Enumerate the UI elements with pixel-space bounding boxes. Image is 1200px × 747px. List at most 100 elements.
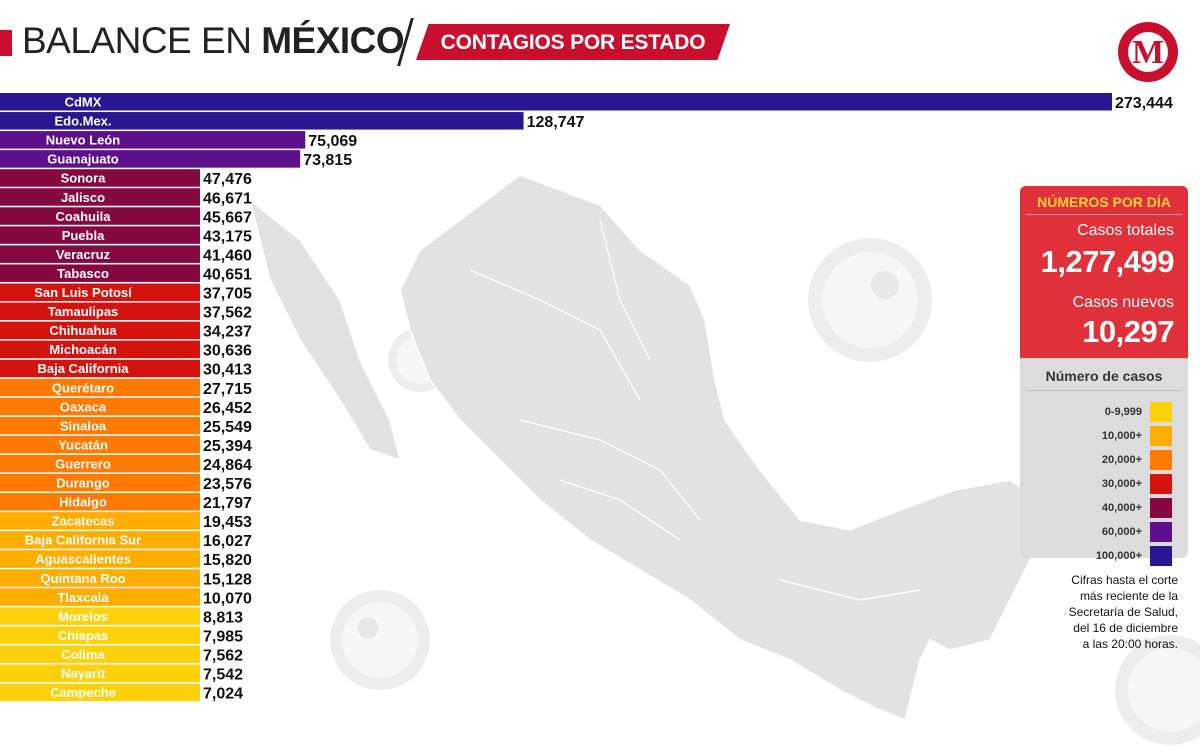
bar-value-label: 23,576: [203, 476, 252, 493]
legend-divider: [1026, 390, 1182, 391]
bar: [0, 226, 200, 244]
bar: [0, 474, 200, 492]
logo-letter: M: [1128, 32, 1168, 72]
bar: [0, 169, 200, 187]
legend-swatch: [1150, 402, 1172, 422]
legend-item-label: 0-9,999: [1104, 406, 1142, 418]
bar-category-label: Querétaro: [52, 380, 114, 395]
legend-item-label: 40,000+: [1101, 502, 1142, 514]
legend-swatch: [1150, 498, 1172, 518]
bar-category-label: Baja California: [37, 361, 129, 376]
bar-category-label: Colima: [61, 647, 105, 662]
bar-category-label: Guanajuato: [47, 152, 119, 167]
panel-heading: NÚMEROS POR DÍA: [1037, 194, 1171, 210]
bar: [0, 112, 524, 130]
bar: [0, 397, 200, 416]
bar-category-label: Guerrero: [55, 456, 111, 471]
bar: [0, 454, 200, 473]
title-light: BALANCE EN: [22, 20, 262, 61]
source-note: Cifras hasta el corte más reciente de la…: [1018, 572, 1178, 652]
bar-value-label: 10,070: [203, 590, 252, 607]
bar-category-label: Campeche: [50, 685, 116, 700]
legend-item: 60,000+: [1102, 522, 1172, 542]
legend-item: 0-9,999: [1105, 402, 1172, 422]
bar-value-label: 45,667: [203, 209, 252, 226]
bar-category-label: Edo.Mex.: [54, 114, 111, 129]
bar-value-label: 47,476: [203, 171, 252, 188]
header: BALANCE EN MÉXICO CONTAGIOS POR ESTADO M: [0, 0, 1200, 90]
legend-swatch: [1150, 450, 1172, 470]
source-note-line: a las 20:00 horas.: [1082, 637, 1178, 651]
bar-category-label: Nayarit: [61, 666, 106, 681]
bar-value-label: 19,453: [203, 514, 252, 531]
bar: [0, 340, 200, 359]
legend-item: 10,000+: [1102, 426, 1172, 446]
legend-swatch: [1150, 522, 1172, 542]
bar-category-label: Yucatán: [58, 437, 108, 452]
daily-numbers-box: NÚMEROS POR DÍA Casos totales 1,277,499 …: [1020, 186, 1188, 358]
source-note-line: del 16 de diciembre: [1073, 621, 1178, 635]
total-cases-value: 1,277,499: [1040, 244, 1175, 279]
bar-category-label: Aguascalientes: [35, 552, 130, 567]
legend-item-label: 30,000+: [1101, 478, 1142, 490]
bar-value-label: 41,460: [203, 247, 252, 264]
panel-divider: [1026, 214, 1182, 215]
bar-category-label: Tlaxcala: [57, 590, 109, 605]
bar: [0, 512, 200, 530]
milenio-logo: M: [1118, 22, 1178, 82]
bar-value-label: 37,705: [203, 286, 252, 303]
legend-item-label: 60,000+: [1101, 526, 1142, 538]
bar-value-label: 273,444: [1115, 95, 1173, 112]
bar: [0, 283, 200, 301]
bar-category-label: Jalisco: [61, 190, 105, 205]
bar: [0, 321, 200, 340]
bar-category-label: CdMX: [65, 95, 102, 110]
bar-category-label: Morelos: [58, 609, 108, 624]
bar-value-label: 30,636: [203, 343, 252, 360]
bar-value-label: 46,671: [203, 190, 252, 207]
bar: [0, 626, 200, 644]
bar-category-label: Oaxaca: [60, 399, 107, 414]
total-cases-label: Casos totales: [1077, 222, 1174, 239]
bar-value-label: 21,797: [203, 495, 252, 512]
bar: [0, 207, 200, 225]
bar-value-label: 8,813: [203, 609, 243, 626]
bar-category-label: Chiapas: [58, 628, 109, 643]
bar: [0, 607, 200, 625]
legend-item: 100,000+: [1096, 546, 1172, 566]
bar-value-label: 7,024: [203, 686, 243, 703]
bar-value-label: 27,715: [203, 381, 252, 398]
legend-item: 40,000+: [1102, 498, 1172, 518]
bar-value-label: 16,027: [203, 533, 252, 550]
legend-swatch: [1150, 546, 1172, 566]
bar-value-label: 25,394: [203, 438, 252, 455]
bar: [0, 569, 200, 587]
bar-value-label: 40,651: [203, 266, 252, 283]
legend-item-label: 100,000+: [1095, 550, 1142, 562]
bar-value-label: 25,549: [203, 419, 252, 436]
title-bold: MÉXICO: [261, 20, 405, 61]
bar: [0, 359, 200, 378]
bar-category-label: Quintana Roo: [40, 571, 125, 586]
header-accent-bar: [0, 30, 12, 56]
bar-value-label: 7,542: [203, 667, 243, 684]
subtitle-banner: CONTAGIOS POR ESTADO: [416, 24, 730, 60]
bar: [0, 264, 200, 282]
bar-value-label: 15,128: [203, 571, 252, 588]
bar: [0, 150, 301, 168]
bar-value-label: 128,747: [527, 114, 585, 131]
legend-title: Número de casos: [1045, 368, 1163, 384]
bar: [0, 93, 1112, 111]
bar-category-label: Durango: [56, 476, 110, 491]
legend-item-label: 10,000+: [1101, 430, 1142, 442]
bar-value-label: 7,562: [203, 647, 243, 664]
bar-value-label: 30,413: [203, 362, 252, 379]
bar-value-label: 15,820: [203, 552, 252, 569]
page-subtitle: CONTAGIOS POR ESTADO: [440, 31, 706, 54]
source-note-line: Cifras hasta el corte: [1071, 573, 1178, 587]
bar-category-label: Tabasco: [57, 266, 109, 281]
page-title: BALANCE EN MÉXICO: [22, 20, 405, 62]
bar: [0, 131, 306, 149]
bar-category-label: Nuevo León: [46, 133, 120, 148]
